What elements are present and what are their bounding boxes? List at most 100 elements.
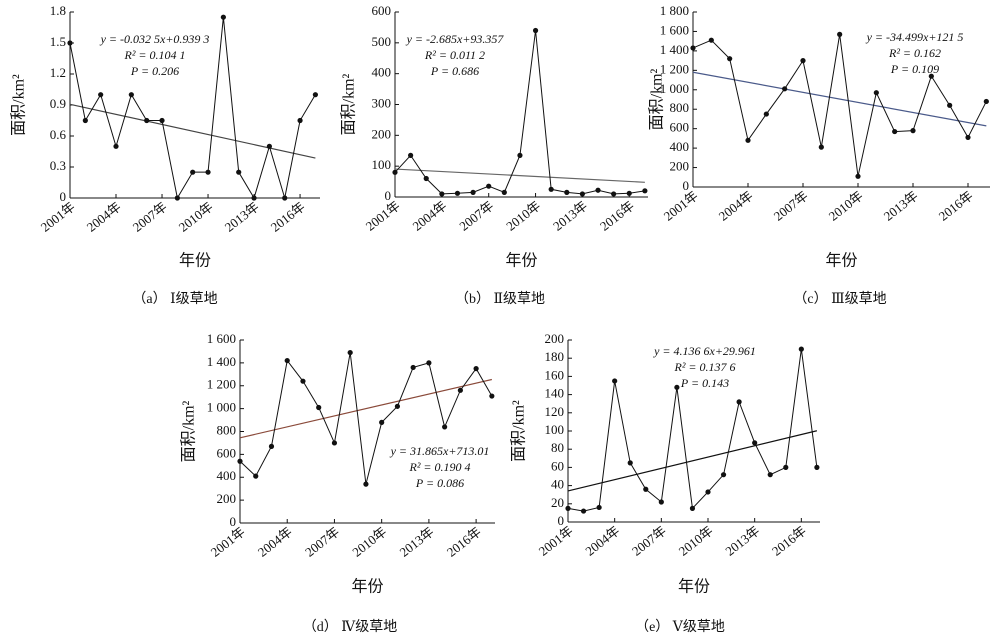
data-point bbox=[470, 189, 476, 195]
data-point bbox=[752, 440, 758, 446]
y-axis-label: 面积/km² bbox=[648, 68, 666, 130]
data-point bbox=[892, 128, 898, 135]
y-tick-label: 400 bbox=[372, 65, 392, 80]
data-point bbox=[253, 473, 259, 479]
y-tick-label: 0.3 bbox=[50, 158, 66, 173]
y-tick-label: 1 800 bbox=[660, 3, 689, 18]
y-tick-label: 0 bbox=[385, 188, 392, 203]
data-point bbox=[928, 73, 934, 79]
y-axis-label: 面积/km² bbox=[180, 400, 198, 462]
data-point bbox=[814, 464, 820, 470]
data-point bbox=[284, 357, 290, 364]
data-point bbox=[727, 56, 733, 62]
data-point bbox=[190, 169, 196, 175]
data-point bbox=[983, 98, 989, 105]
data-point bbox=[658, 499, 664, 505]
y-tick-label: 1 600 bbox=[660, 22, 689, 37]
x-tick-label: 2013年 bbox=[722, 523, 762, 559]
x-tick-label: 2007年 bbox=[771, 188, 811, 224]
y-tick-label: 1 200 bbox=[207, 377, 236, 392]
x-tick-label: 2013年 bbox=[550, 198, 590, 234]
data-point bbox=[517, 152, 523, 158]
x-tick-label: 2007年 bbox=[302, 524, 342, 560]
data-point bbox=[626, 190, 632, 196]
y-tick-label: 0.6 bbox=[50, 127, 67, 142]
data-point bbox=[489, 393, 495, 399]
y-tick-label: 800 bbox=[217, 422, 237, 437]
x-tick-label: 2004年 bbox=[582, 523, 622, 559]
data-point bbox=[837, 31, 843, 37]
y-tick-label: 0 bbox=[683, 178, 690, 193]
data-point bbox=[705, 489, 711, 495]
y-tick-label: 1.5 bbox=[50, 34, 66, 49]
x-tick-label: 2016年 bbox=[936, 188, 976, 224]
data-point bbox=[548, 186, 554, 192]
data-point bbox=[159, 117, 165, 124]
data-point bbox=[565, 505, 571, 511]
trend-line bbox=[239, 378, 492, 439]
data-point bbox=[392, 169, 398, 175]
data-point bbox=[144, 117, 150, 124]
equation: y = -2.685x+93.357 bbox=[406, 32, 505, 46]
x-axis-label: 年份 bbox=[351, 578, 383, 596]
data-point bbox=[174, 195, 180, 201]
data-point bbox=[394, 403, 401, 409]
data-point bbox=[486, 183, 492, 189]
x-tick-label: 2016年 bbox=[444, 524, 484, 560]
caption: （e） Ⅴ级草地 bbox=[635, 619, 725, 635]
data-point bbox=[689, 505, 696, 511]
p-value: P = 0.686 bbox=[430, 64, 479, 78]
data-point bbox=[627, 460, 633, 466]
x-tick-label: 2007年 bbox=[629, 523, 669, 559]
data-point bbox=[268, 443, 275, 449]
x-tick-label: 2001年 bbox=[536, 523, 576, 559]
x-tick-label: 2001年 bbox=[363, 198, 403, 234]
data-point bbox=[410, 364, 416, 371]
data-point bbox=[580, 508, 587, 514]
data-point bbox=[612, 378, 618, 384]
data-point bbox=[98, 92, 104, 98]
data-point bbox=[363, 481, 369, 487]
data-point bbox=[220, 14, 226, 20]
x-tick-label: 2010年 bbox=[349, 524, 389, 560]
y-tick-label: 200 bbox=[217, 491, 237, 506]
data-point bbox=[473, 365, 479, 372]
x-tick-label: 2013年 bbox=[397, 524, 437, 560]
equation: y = 4.136 6x+29.961 bbox=[653, 344, 756, 358]
data-point bbox=[251, 195, 257, 201]
y-tick-label: 160 bbox=[545, 367, 565, 382]
data-point bbox=[965, 134, 971, 141]
y-axis-label: 面积/km² bbox=[340, 73, 358, 135]
y-tick-label: 400 bbox=[217, 468, 237, 483]
data-point bbox=[300, 378, 306, 384]
data-point bbox=[439, 191, 445, 197]
y-tick-label: 1 000 bbox=[207, 400, 236, 415]
y-tick-label: 600 bbox=[670, 120, 690, 135]
data-point bbox=[297, 117, 303, 124]
p-value: P = 0.109 bbox=[890, 62, 939, 76]
equation: y = 31.865x+713.01 bbox=[390, 444, 490, 458]
data-point bbox=[457, 387, 463, 393]
x-tick-label: 2007年 bbox=[130, 199, 170, 235]
data-point bbox=[643, 486, 649, 492]
data-point bbox=[379, 419, 385, 425]
x-tick-label: 2001年 bbox=[38, 199, 78, 235]
data-point bbox=[745, 137, 751, 143]
data-point bbox=[595, 187, 601, 193]
x-axis-label: 年份 bbox=[825, 252, 857, 270]
data-point bbox=[798, 346, 804, 352]
r-squared: R² = 0.104 1 bbox=[123, 48, 185, 62]
y-tick-label: 200 bbox=[545, 331, 565, 346]
data-point bbox=[642, 188, 648, 194]
data-point bbox=[736, 399, 742, 405]
y-axis-label: 面积/km² bbox=[10, 74, 28, 136]
data-point bbox=[128, 92, 134, 98]
y-tick-label: 600 bbox=[217, 445, 237, 460]
x-tick-label: 2004年 bbox=[410, 198, 450, 234]
y-tick-label: 20 bbox=[551, 495, 564, 510]
data-point bbox=[347, 349, 353, 356]
data-point bbox=[426, 360, 432, 366]
data-point bbox=[316, 404, 322, 411]
y-tick-label: 140 bbox=[545, 386, 565, 401]
